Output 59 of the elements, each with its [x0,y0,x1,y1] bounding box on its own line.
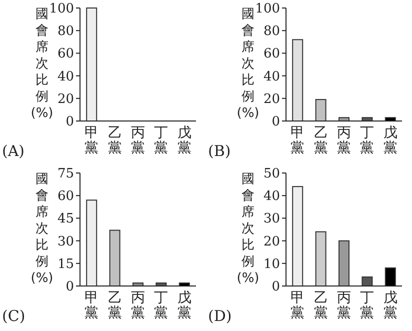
bar [384,267,396,286]
y-tick-label: 100 [255,2,280,16]
y-tick-label: 40 [57,69,74,84]
y-tick-label: 15 [57,256,74,272]
y-tick-label: 60 [263,46,280,62]
bar [292,39,304,122]
bar [362,276,373,286]
bar [315,231,326,286]
x-tick-label: 丁黨 [154,290,168,321]
x-tick-label: 乙黨 [108,290,122,321]
text: (B) [208,142,231,160]
y-axis-title: 國會席次比例(%) [236,172,260,286]
bar [292,186,304,286]
y-tick-label: 80 [263,24,280,40]
bar [338,240,350,286]
text: (D) [208,307,232,325]
y-tick-label: 0 [66,280,74,294]
x-tick-label: 丙黨 [131,290,145,321]
x-tick-label: 戊黨 [383,125,398,156]
text: (A) [2,142,25,160]
y-tick-label: 20 [57,92,74,107]
x-tick-label: 戊黨 [177,125,192,156]
y-axis-title: 國會席次比例(%) [30,172,54,286]
y-tick-label: 20 [263,234,280,250]
y-tick-label: 40 [263,69,280,84]
y-tick-label: 40 [263,189,280,204]
x-tick-label: 乙黨 [314,125,328,156]
y-tick-label: 60 [57,189,74,204]
x-tick-label: 戊黨 [383,290,398,321]
y-tick-label: 60 [57,46,74,62]
x-tick-label: 丁黨 [360,290,374,321]
y-tick-label: 0 [66,114,74,130]
x-tick-label: 丁黨 [360,125,374,156]
y-tick-label: 75 [57,166,74,182]
x-tick-label: 丁黨 [154,125,168,156]
x-tick-label: 乙黨 [108,125,122,156]
y-tick-label: 30 [57,234,74,250]
y-tick-label: 100 [49,2,74,16]
x-tick-label: 甲黨 [84,290,99,321]
x-tick-label: 丙黨 [337,290,351,321]
bar [86,200,98,286]
y-tick-label: 45 [57,212,74,227]
x-tick-label: 甲黨 [290,290,305,321]
y-tick-label: 80 [57,24,74,40]
x-tick-label: 戊黨 [177,290,192,321]
y-tick-label: 0 [272,114,280,130]
x-tick-label: 丙黨 [131,125,145,156]
bar [109,230,120,286]
y-tick-label: 30 [263,212,280,227]
x-tick-label: 乙黨 [314,290,328,321]
y-tick-label: 10 [263,256,280,272]
x-tick-label: 丙黨 [337,125,351,156]
y-tick-label: 20 [263,92,280,107]
text: (C) [2,307,26,325]
x-tick-label: 甲黨 [84,125,99,156]
y-tick-label: 50 [263,166,280,182]
y-tick-label: 0 [272,280,280,294]
x-tick-label: 甲黨 [290,125,305,156]
bar [315,99,326,122]
